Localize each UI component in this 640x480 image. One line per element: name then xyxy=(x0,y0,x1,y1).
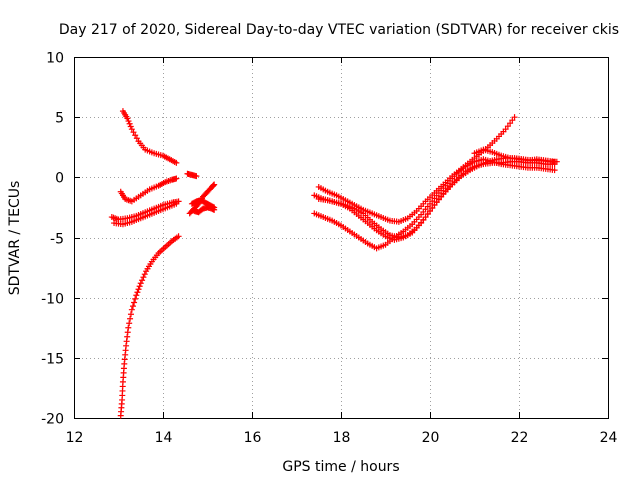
series-M xyxy=(311,156,558,252)
y-tick-label: -15 xyxy=(41,352,64,368)
x-tick-label: 16 xyxy=(244,430,262,446)
data-point xyxy=(173,159,180,166)
data-point xyxy=(139,277,146,284)
data-point xyxy=(211,206,218,213)
series-B xyxy=(117,175,180,205)
data-point xyxy=(127,123,134,130)
data-point xyxy=(127,311,134,318)
y-tick-label: -10 xyxy=(41,292,64,308)
y-tick-label: -20 xyxy=(41,412,64,428)
y-tick-label: 5 xyxy=(55,111,64,127)
series-D xyxy=(111,200,180,228)
data-point xyxy=(193,173,200,180)
data-point xyxy=(511,114,518,121)
data-point xyxy=(125,324,132,331)
data-point xyxy=(131,299,138,306)
data-point xyxy=(429,205,436,212)
data-point xyxy=(132,132,139,139)
data-point xyxy=(134,289,141,296)
data-point xyxy=(551,167,558,174)
data-point xyxy=(507,120,514,127)
data-point xyxy=(128,306,135,313)
y-axis-label: SDTVAR / TECUs xyxy=(7,181,23,296)
data-point xyxy=(173,175,180,182)
y-tick-label: -5 xyxy=(50,232,64,248)
data-point xyxy=(175,233,182,240)
data-point xyxy=(124,115,131,122)
x-tick-label: 12 xyxy=(66,430,84,446)
data-point xyxy=(133,292,140,299)
grid xyxy=(74,57,608,418)
x-tick-label: 18 xyxy=(333,430,351,446)
x-tick-label: 14 xyxy=(155,430,173,446)
data-point xyxy=(422,214,429,221)
data-point xyxy=(504,123,511,130)
axis-ticks: 12 14 16 18 20 22 24 -20 -15 -10 -5 0 5 10 xyxy=(41,51,617,447)
y-tick-label: 10 xyxy=(46,51,64,67)
data-point xyxy=(125,118,132,125)
data-point xyxy=(141,271,148,278)
data-point xyxy=(128,126,135,133)
data-point xyxy=(130,129,137,136)
data-point xyxy=(140,274,147,281)
data-point xyxy=(135,286,142,293)
data-point xyxy=(136,283,143,290)
data-point xyxy=(132,295,139,302)
data-point xyxy=(126,120,133,127)
chart-title: Day 217 of 2020, Sidereal Day-to-day VTE… xyxy=(59,22,619,38)
data-point xyxy=(129,303,136,310)
data-point xyxy=(127,315,134,322)
data-point xyxy=(509,117,516,124)
data-point xyxy=(137,280,144,287)
series-N xyxy=(471,146,558,165)
x-tick-label: 20 xyxy=(422,430,440,446)
data-point xyxy=(551,158,558,165)
data-point xyxy=(133,135,140,142)
data-point xyxy=(211,181,218,188)
series-A xyxy=(119,108,180,166)
series-F xyxy=(184,170,200,180)
x-axis-label: GPS time / hours xyxy=(282,459,399,475)
data-point xyxy=(173,200,180,207)
series-I xyxy=(191,204,218,216)
data-point xyxy=(502,126,509,133)
data-point xyxy=(427,208,433,215)
series-E xyxy=(117,233,182,419)
x-tick-label: 22 xyxy=(511,430,529,446)
data-point xyxy=(424,211,431,218)
x-tick-label: 24 xyxy=(600,430,618,446)
data-point xyxy=(126,320,133,327)
data-points xyxy=(108,108,560,419)
y-tick-label: 0 xyxy=(55,171,64,187)
